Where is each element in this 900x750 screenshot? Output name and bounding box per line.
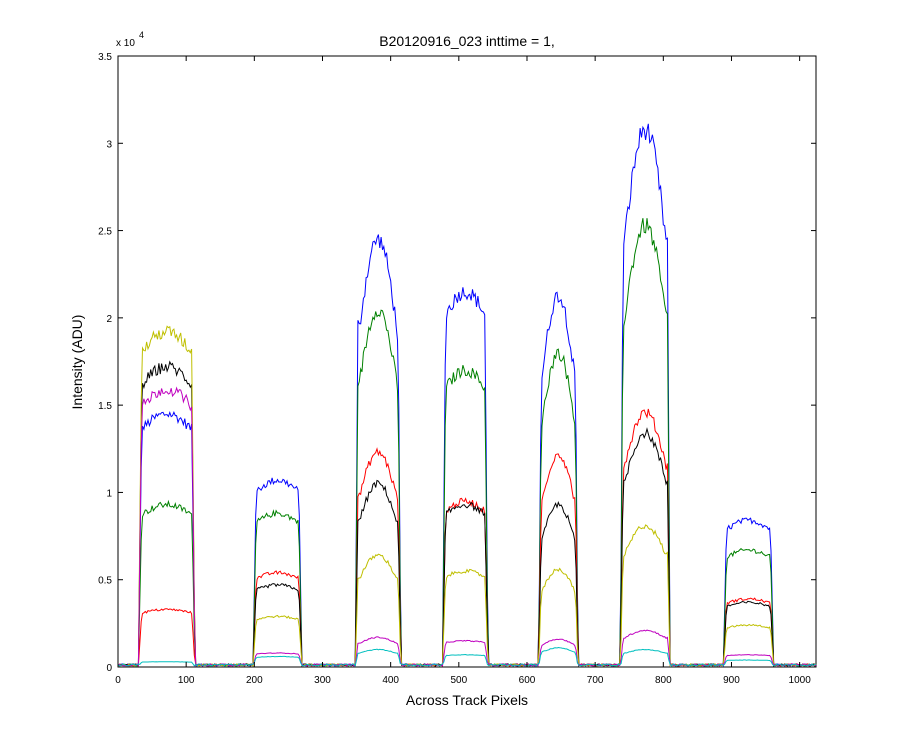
x-tick-label: 300 [314,675,331,686]
x-tick-label: 800 [655,675,672,686]
x-tick-label: 900 [723,675,740,686]
y-tick-label: 3.5 [98,52,112,63]
chart-title: B20120916_023 inttime = 1, [379,33,555,49]
y-tick-label: 1 [106,488,112,499]
y-multiplier-exponent: 4 [139,30,144,40]
y-tick-label: 0.5 [98,576,112,587]
x-axis-label: Across Track Pixels [406,692,528,708]
y-tick-label: 2 [106,314,112,325]
y-tick-label: 0 [106,663,112,674]
y-tick-label: 2.5 [98,227,112,238]
x-tick-label: 1000 [789,675,812,686]
x-tick-label: 200 [246,675,263,686]
y-tick-label: 3 [106,139,112,150]
x-tick-label: 100 [178,675,195,686]
axis-ticks: 0 100 200 300 400 500 600 700 800 900 1000 0 0.5 1 1.5… [98,52,816,686]
x-tick-label: 600 [519,675,536,686]
axes-box [117,55,817,668]
series-line-7 [117,646,817,667]
plot-area: 0 100 200 300 400 500 600 700 800 900 1000 0 0.5 1 1.5… [98,52,817,686]
series-lines [117,123,817,668]
x-tick-label: 400 [382,675,399,686]
x-tick-label: 700 [587,675,604,686]
x-tick-label: 0 [115,675,121,686]
y-axis-label: Intensity (ADU) [69,315,85,410]
y-tick-label: 1.5 [98,401,112,412]
y-multiplier: x 10 [116,38,135,49]
x-tick-label: 500 [450,675,467,686]
